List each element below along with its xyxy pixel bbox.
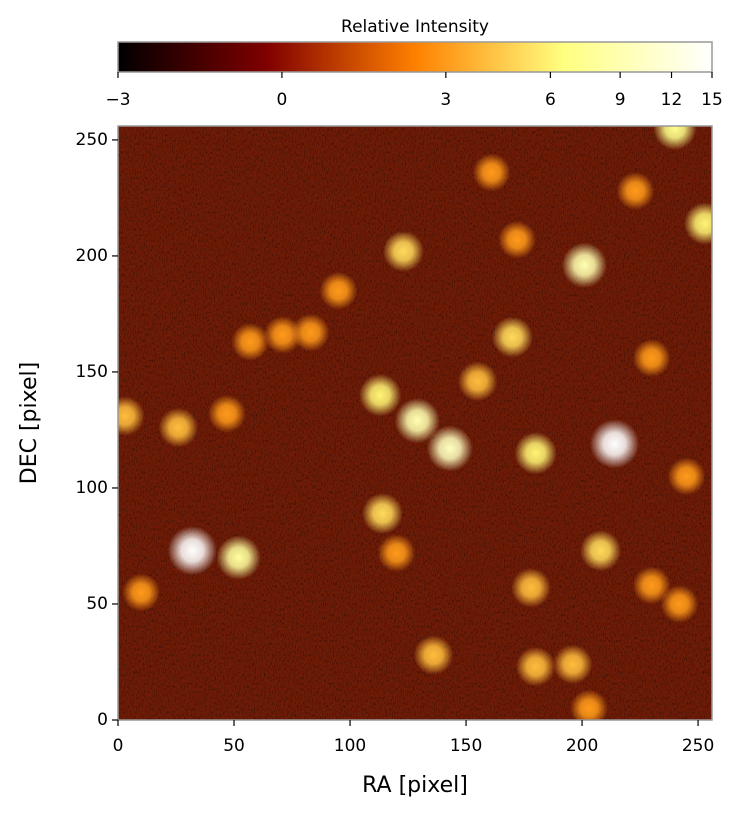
source (122, 573, 161, 612)
source (377, 533, 416, 572)
y-tick-label: 50 (86, 594, 108, 614)
source (118, 396, 145, 436)
source (457, 361, 498, 402)
source (660, 585, 699, 623)
y-tick-label: 200 (76, 246, 108, 266)
x-tick-label: 200 (566, 736, 598, 756)
x-tick-label: 0 (113, 736, 124, 756)
y-axis-label: DEC [pixel] (17, 362, 42, 484)
x-axis-label: RA [pixel] (362, 773, 468, 798)
source (263, 315, 302, 354)
y-tick-label: 0 (97, 710, 108, 730)
source (472, 153, 511, 192)
source (361, 492, 404, 535)
y-tick-label: 150 (76, 362, 108, 382)
colorbar-tick-label: 3 (440, 90, 451, 110)
colorbar-tick-label: 15 (701, 90, 723, 110)
source (382, 230, 424, 272)
source (632, 566, 671, 605)
source (580, 530, 622, 572)
colorbar-tick-label: 9 (615, 90, 626, 110)
source (426, 425, 473, 472)
source (653, 126, 697, 151)
source (561, 242, 608, 288)
source (216, 535, 261, 580)
source (491, 316, 533, 358)
y-tick-label: 100 (76, 478, 108, 498)
x-tick-label: 50 (223, 736, 245, 756)
plot-area (118, 126, 712, 720)
source (616, 172, 655, 210)
x-tick-label: 150 (450, 736, 482, 756)
colorbar-tick-label: 6 (545, 90, 556, 110)
source (570, 689, 608, 720)
colorbar-tick-label: 0 (277, 90, 288, 110)
source (498, 220, 537, 259)
source (667, 457, 706, 496)
x-tick-label: 100 (334, 736, 366, 756)
colorbar (117, 41, 713, 73)
plot-frame (117, 125, 713, 721)
colorbar-label: Relative Intensity (341, 17, 489, 37)
source (158, 407, 199, 448)
source (359, 373, 402, 417)
source (291, 313, 330, 352)
source (514, 431, 557, 475)
source (515, 646, 556, 687)
source (413, 635, 454, 675)
colorbar-tick-label: 12 (661, 90, 683, 110)
source (511, 567, 551, 608)
y-tick-label: 250 (76, 130, 108, 150)
colorbar-tick-label: −3 (105, 90, 130, 110)
x-tick-label: 250 (682, 736, 714, 756)
source (394, 398, 440, 444)
source (632, 339, 671, 377)
source (167, 526, 217, 576)
source (208, 394, 247, 433)
source (552, 644, 593, 685)
source (589, 419, 640, 469)
source (231, 322, 270, 361)
source (683, 202, 712, 245)
source (319, 271, 358, 310)
